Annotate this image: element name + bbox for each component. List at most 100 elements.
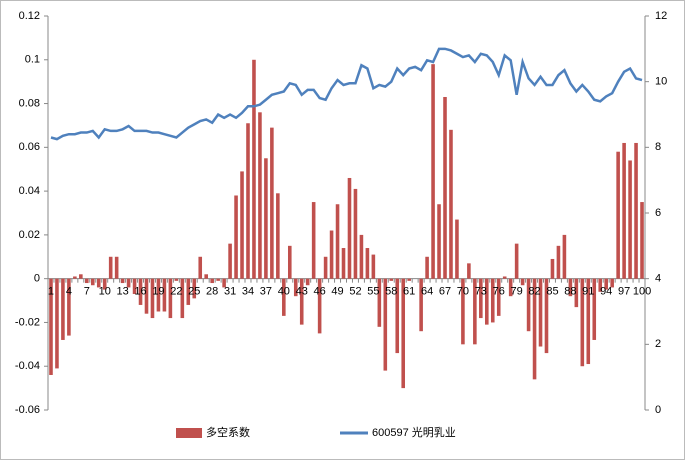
bar — [598, 278, 603, 292]
bar — [144, 278, 149, 314]
bar — [365, 248, 370, 279]
bar — [162, 278, 167, 312]
bar — [222, 278, 226, 288]
x-tick-label: 40 — [278, 286, 290, 298]
y-tick-label: 0.08 — [19, 97, 40, 109]
bar — [532, 278, 537, 380]
bar — [192, 278, 197, 299]
bar — [120, 278, 125, 284]
bar — [634, 142, 638, 279]
bar — [586, 278, 591, 365]
y-tick-label: -0.02 — [15, 316, 40, 328]
bar — [485, 278, 489, 325]
y-tick-label: 0 — [34, 273, 40, 285]
bar — [305, 278, 310, 286]
x-tick-label: 4 — [66, 286, 72, 298]
x-tick-label: 70 — [457, 286, 469, 298]
bar — [114, 256, 119, 279]
legend-label: 多空系数 — [206, 425, 250, 439]
x-tick-label: 22 — [170, 286, 182, 298]
bar — [49, 278, 53, 375]
bar — [574, 278, 579, 308]
x-tick-label: 58 — [385, 286, 397, 298]
bar — [240, 171, 244, 279]
bar — [604, 278, 608, 290]
x-tick-label: 25 — [188, 286, 200, 298]
x-tick-label: 37 — [260, 286, 272, 298]
bar — [73, 276, 77, 279]
bar — [443, 96, 447, 279]
bar — [299, 278, 304, 325]
x-tick-label: 73 — [475, 286, 487, 298]
bar — [79, 274, 83, 279]
x-tick-label: 91 — [582, 286, 594, 298]
x-tick-label: 55 — [367, 286, 379, 298]
bar — [270, 127, 274, 279]
x-tick-label: 7 — [84, 286, 90, 298]
y2-tick-label: 6 — [655, 207, 661, 219]
bar — [407, 278, 411, 281]
line — [50, 47, 643, 141]
bar — [90, 278, 95, 286]
bar — [138, 278, 143, 305]
y-tick-label: 0.1 — [25, 54, 40, 66]
bar — [150, 278, 155, 319]
bar — [616, 151, 620, 279]
x-tick-label: 28 — [206, 286, 218, 298]
y-tick-label: -0.06 — [15, 404, 40, 416]
x-tick-label: 100 — [633, 286, 651, 298]
bar — [323, 256, 328, 279]
bar — [461, 278, 465, 345]
bar — [389, 278, 394, 281]
bar — [455, 219, 459, 279]
bar — [556, 245, 561, 279]
bar — [210, 278, 214, 284]
bar — [347, 177, 352, 279]
x-tick-label: 10 — [99, 286, 111, 298]
x-tick-label: 82 — [528, 286, 540, 298]
x-tick-label: 1 — [48, 286, 54, 298]
bar — [359, 234, 364, 279]
x-tick-label: 13 — [117, 286, 129, 298]
x-tick-label: 19 — [152, 286, 164, 298]
bar — [85, 278, 89, 284]
bar — [401, 278, 406, 389]
bar — [383, 278, 388, 371]
bar — [246, 123, 250, 279]
x-tick-label: 88 — [564, 286, 576, 298]
x-tick-label: 52 — [349, 286, 361, 298]
bar — [174, 278, 179, 281]
bar — [108, 256, 113, 279]
y-tick-label: -0.04 — [15, 360, 40, 372]
legend-swatch — [176, 428, 202, 438]
bar — [490, 278, 495, 323]
y2-tick-label: 4 — [655, 273, 661, 285]
bar — [67, 278, 71, 336]
bar — [204, 274, 208, 279]
x-tick-label: 46 — [314, 286, 326, 298]
bar — [168, 278, 173, 319]
bar — [234, 195, 238, 279]
bar — [419, 278, 423, 332]
bar — [61, 278, 65, 340]
bar — [473, 278, 477, 345]
bar — [311, 202, 316, 279]
bar — [317, 278, 322, 334]
y2-tick-label: 8 — [655, 141, 661, 153]
bar — [622, 142, 626, 279]
bar — [449, 129, 453, 279]
bar — [628, 160, 632, 279]
bar — [467, 263, 471, 279]
x-tick-label: 79 — [511, 286, 523, 298]
bar — [550, 258, 555, 279]
bar — [216, 278, 220, 281]
y2-tick-label: 0 — [655, 404, 661, 416]
y-tick-label: 0.06 — [19, 141, 40, 153]
bar — [395, 278, 400, 354]
bar — [502, 276, 507, 279]
bar — [514, 243, 519, 279]
x-tick-label: 64 — [421, 286, 433, 298]
bar — [282, 278, 286, 316]
x-tick-label: 94 — [600, 286, 612, 298]
